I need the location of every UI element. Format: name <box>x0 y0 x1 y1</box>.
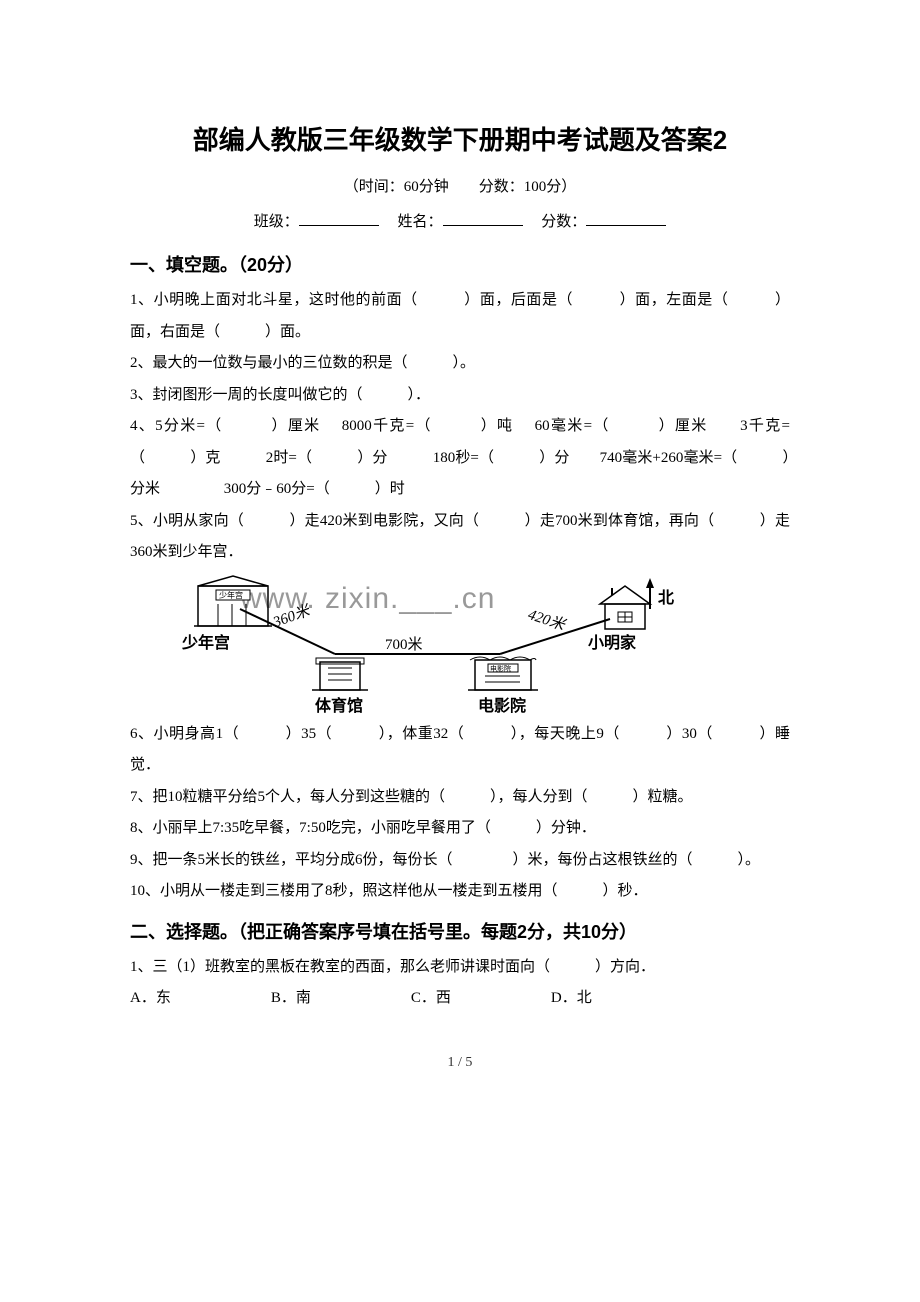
diagram-container: www. zixin.___.cn 360米 700米 420米 少年宫 <box>180 574 680 714</box>
north-label: 北 <box>658 584 674 608</box>
section1-header: 一、填空题。（20分） <box>130 251 790 277</box>
xiaoming-label: 小明家 <box>588 629 636 653</box>
svg-text:电影院: 电影院 <box>490 664 511 673</box>
choice-A: A．东 <box>130 983 171 1015</box>
choice-B: B．南 <box>271 983 311 1015</box>
question-1-1: 1、小明晚上面对北斗星，这时他的前面（ ）面，后面是（ ）面，左面是（ ）面，右… <box>130 285 790 348</box>
dianying-label: 电影院 <box>478 692 526 716</box>
question-1-9: 9、把一条5米长的铁丝，平均分成6份，每份长（ ）米，每份占这根铁丝的（ ）。 <box>130 845 790 877</box>
question-1-5: 5、小明从家向（ ）走420米到电影院，又向（ ）走700米到体育馆，再向（ ）… <box>130 506 790 569</box>
doc-title: 部编人教版三年级数学下册期中考试题及答案2 <box>130 120 790 157</box>
dist-420-label: 420米 <box>526 606 569 634</box>
xiaoming-house <box>600 586 650 629</box>
question-1-7: 7、把10粒糖平分给5个人，每人分到这些糖的（ ），每人分到（ ）粒糖。 <box>130 782 790 814</box>
info-line: 班级： 姓名： 分数： <box>130 210 790 231</box>
svg-text:少年宫: 少年宫 <box>219 590 243 600</box>
tiyuguan-building <box>312 658 368 690</box>
dist-700-label: 700米 <box>385 636 423 653</box>
dist-360-label: 360米 <box>270 601 314 631</box>
question-1-3: 3、封闭图形一周的长度叫做它的（ ）． <box>130 380 790 412</box>
choice-D: D．北 <box>551 983 592 1015</box>
choice-C: C．西 <box>411 983 451 1015</box>
score-blank <box>586 212 666 226</box>
class-label: 班级： <box>254 214 299 230</box>
class-blank <box>299 212 379 226</box>
dianying-building: 电影院 <box>468 657 538 690</box>
score-label: 分数： <box>541 214 586 230</box>
section2-header: 二、选择题。（把正确答案序号填在括号里。每题2分，共10分） <box>130 918 790 944</box>
question-1-6: 6、小明身高1（ ）35（ ），体重32（ ），每天晚上9（ ）30（ ）睡觉． <box>130 719 790 782</box>
name-label: 姓名： <box>397 214 442 230</box>
name-blank <box>443 212 523 226</box>
question-1-2: 2、最大的一位数与最小的三位数的积是（ ）。 <box>130 348 790 380</box>
shaonian-label: 少年宫 <box>182 629 230 653</box>
question-2-1: 1、三（1）班教室的黑板在教室的西面，那么老师讲课时面向（ ）方向． <box>130 952 790 984</box>
question-1-4: 4、5分米=（ ）厘米 8000千克=（ ）吨 60毫米=（ ）厘米 3千克=（… <box>130 411 790 506</box>
tiyuguan-label: 体育馆 <box>315 692 363 716</box>
page-footer: 1 / 5 <box>130 1055 790 1071</box>
question-1-10: 10、小明从一楼走到三楼用了8秒，照这样他从一楼走到五楼用（ ）秒． <box>130 876 790 908</box>
question-1-8: 8、小丽早上7:35吃早餐，7:50吃完，小丽吃早餐用了（ ）分钟． <box>130 813 790 845</box>
choice-row-1: A．东 B．南 C．西 D．北 <box>130 983 790 1015</box>
doc-subtitle: （时间：60分钟 分数：100分） <box>130 175 790 196</box>
